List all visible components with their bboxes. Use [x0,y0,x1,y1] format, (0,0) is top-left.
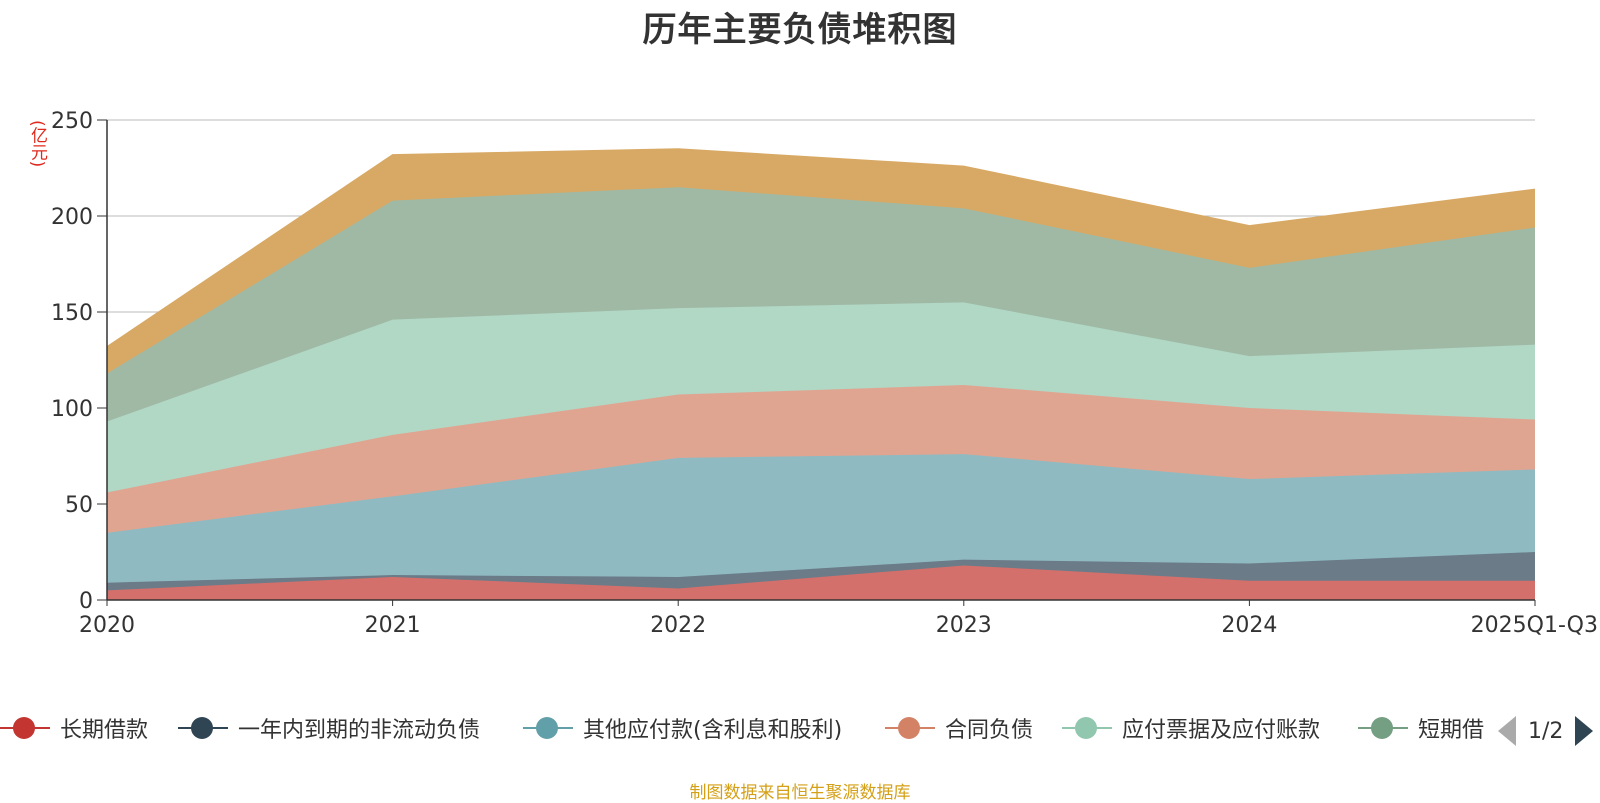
area-series-3 [107,384,1535,533]
legend-item[interactable]: 合同负债 [885,711,1033,745]
x-tick-label: 2021 [365,613,421,638]
legend-symbol-icon [0,711,50,745]
legend-page-indicator: 1/2 [1528,718,1564,744]
area-series-0 [107,565,1535,600]
data-source-note: 制图数据来自恒生聚源数据库 [689,783,911,803]
legend-symbol-icon [885,711,935,745]
axes [106,120,1535,601]
area-line-6 [106,148,1536,347]
legend-prev-arrow-icon[interactable] [1498,716,1516,746]
y-axis-unit: (亿元) [27,120,47,168]
legend-label: 长期借款 [60,718,149,743]
x-tick-labels: 2020 2021 2022 2023 2024 2025Q1-Q3 [79,600,1598,638]
y-tick-label: 200 [51,205,93,230]
area-series-4 [107,302,1535,493]
x-tick-label: 2022 [650,613,706,638]
stacked-area-chart: 0 50 100 150 200 250 2020 2021 2022 2023 2024 2025… [51,109,1598,638]
y-tick-label: 0 [79,589,93,614]
legend-symbol-icon [1358,711,1408,745]
legend-item[interactable]: 短期借 [1358,711,1484,745]
x-tick-label: 2023 [936,613,992,638]
legend-symbol-icon [178,711,228,745]
y-tick-label: 250 [51,109,93,134]
legend-next-arrow-icon[interactable] [1575,716,1594,746]
legend-item[interactable]: 长期借款 [0,711,148,745]
area-line-3 [106,384,1536,493]
area-series-5 [107,187,1535,422]
x-tick-label: 2025Q1-Q3 [1471,613,1598,638]
area-series-2 [107,454,1535,583]
legend-label: 合同负债 [945,718,1034,743]
y-tick-label: 50 [65,493,93,518]
area-series-1 [107,552,1535,591]
legend-label: 一年内到期的非流动负债 [238,718,481,743]
legend-item[interactable]: 其他应付款(含利息和股利) [523,711,842,745]
area-series-6 [107,148,1535,374]
legend-label: 其他应付款(含利息和股利) [583,718,843,743]
y-tick-label: 150 [51,301,93,326]
x-tick-label: 2020 [79,613,135,638]
legend-symbol-icon [1062,711,1112,745]
chart-title: 历年主要负债堆积图 [642,10,958,50]
series-areas [106,148,1536,600]
legend-label: 应付票据及应付账款 [1122,718,1321,743]
legend-pager: 1/2 [1498,714,1594,748]
x-tick-label: 2024 [1221,613,1277,638]
y-tick-label: 100 [51,397,93,422]
legend-item[interactable]: 一年内到期的非流动负债 [178,711,480,745]
legend-item[interactable]: 应付票据及应付账款 [1062,711,1320,745]
legend-symbol-icon [523,711,573,745]
legend-label: 短期借 [1418,718,1485,743]
y-tick-labels: 0 50 100 150 200 250 [51,109,107,614]
legend: 长期借款 一年内到期的非流动负债 其他应付款(含利息和股利) 合同负债 应付票据及应付账… [0,711,1490,751]
